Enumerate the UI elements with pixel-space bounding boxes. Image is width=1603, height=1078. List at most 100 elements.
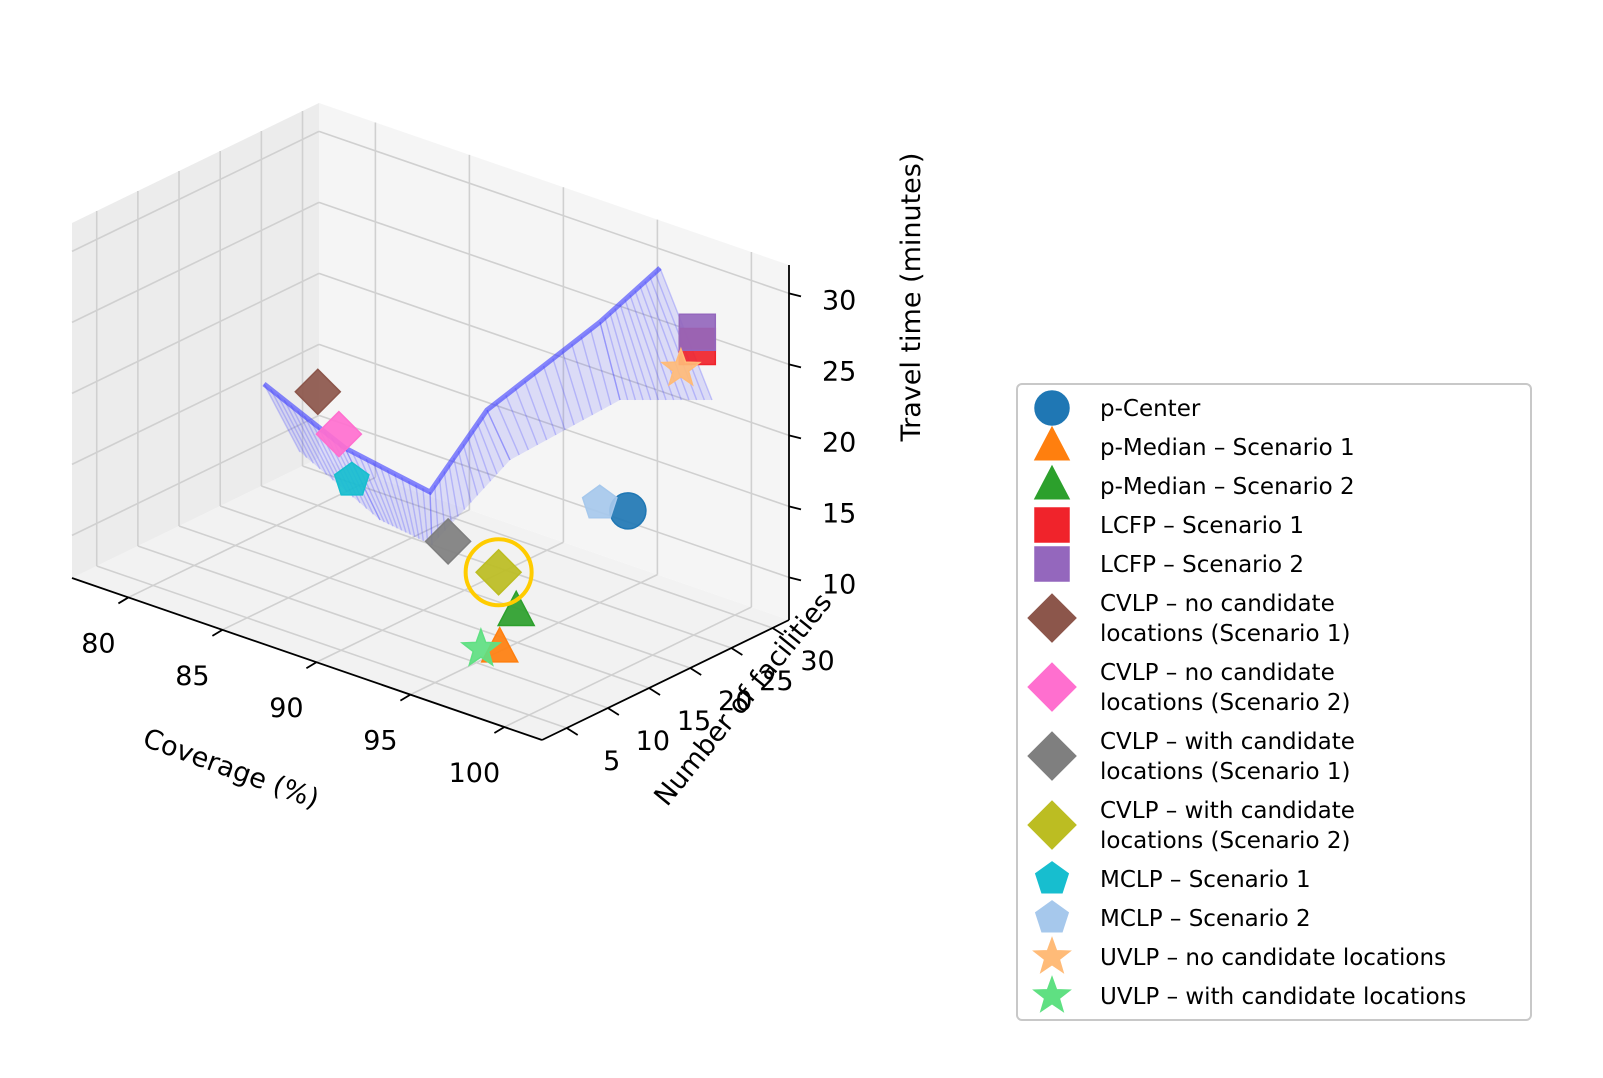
- legend-marker-p-median-scenario-1: [1033, 425, 1071, 461]
- z-tick: [788, 434, 802, 440]
- x-grid-floor: [222, 509, 470, 631]
- surface-hatch: [624, 299, 659, 401]
- y-tick: [730, 647, 743, 656]
- surface-hatch: [365, 458, 394, 527]
- surface-hatch: [276, 394, 314, 464]
- legend-label: locations (Scenario 2): [1100, 828, 1350, 854]
- legend-marker-uvlp-with-candidate-locations: [1032, 975, 1072, 1013]
- surface-hatch: [599, 321, 621, 401]
- x-tick-label: 80: [81, 628, 115, 659]
- y-grid-floor: [302, 465, 773, 629]
- y-tick: [689, 667, 702, 676]
- surface-hatch: [495, 402, 520, 456]
- legend-frame: [1016, 383, 1532, 1021]
- x-tick-label: 90: [269, 693, 303, 724]
- legend-marker-mclp-scenario-1: [1034, 861, 1070, 894]
- surface-hatch: [561, 351, 585, 421]
- back-pane: [319, 103, 789, 620]
- marker-cvlp-with-candidate-locations-scenario-1: [424, 517, 472, 565]
- z-grid-left: [71, 272, 320, 395]
- surface-hatch: [644, 281, 690, 401]
- surface-hatch: [283, 399, 321, 470]
- legend-marker-lcfp-scenario-2: [1034, 546, 1070, 582]
- surface-hatch: [614, 308, 644, 401]
- y-tick-label: 15: [677, 706, 711, 737]
- y-tick-label: 30: [800, 646, 834, 677]
- marker-cvlp-with-candidate-locations-scenario-2: [475, 548, 523, 596]
- y-tick: [648, 687, 661, 696]
- surface-hatch: [358, 455, 390, 525]
- x-tick-label: 100: [449, 758, 501, 789]
- surface-hatch: [542, 365, 566, 431]
- marker-cvlp-no-candidate-locations-scenario-1: [294, 368, 342, 416]
- y-tick-label: 5: [603, 746, 620, 777]
- legend-marker-lcfp-scenario-1: [1034, 507, 1070, 543]
- z-grid-left: [71, 201, 320, 324]
- y-tick-label: 10: [636, 726, 670, 757]
- surface-hatch: [524, 380, 548, 441]
- x-tick: [211, 629, 223, 637]
- legend-label: CVLP – with candidate: [1100, 798, 1355, 824]
- surface-hatch: [634, 290, 675, 401]
- legend-label: locations (Scenario 1): [1100, 759, 1350, 785]
- surface-hatch: [609, 312, 637, 401]
- legend-label: UVLP – with candidate locations: [1100, 984, 1466, 1010]
- surface-hatch: [290, 405, 328, 475]
- y-axis-line: [541, 619, 790, 741]
- x-tick: [399, 693, 411, 702]
- surface-hatch: [400, 477, 416, 537]
- surface-hatch: [408, 480, 420, 539]
- z-tick-label: 15: [822, 498, 856, 529]
- x-tick-label: 85: [175, 661, 209, 692]
- x-tick: [493, 726, 505, 734]
- y-tick: [607, 707, 620, 716]
- surface-hatch: [443, 471, 453, 524]
- legend-label: locations (Scenario 2): [1100, 690, 1350, 716]
- surface-hatch: [448, 464, 459, 517]
- surface-hatch: [481, 416, 505, 468]
- legend-marker-cvlp-no-candidate-locations-scenario-1: [1027, 593, 1077, 643]
- legend-marker-cvlp-with-candidate-locations-scenario-2: [1027, 800, 1077, 850]
- z-grid-left: [71, 343, 320, 466]
- surface-hatch: [571, 343, 594, 416]
- legend-label: UVLP – no candidate locations: [1100, 945, 1446, 971]
- y-grid-floor: [137, 545, 609, 709]
- surface-hatch: [453, 457, 466, 510]
- floor-pane: [72, 458, 789, 740]
- surface-hatch: [476, 423, 498, 475]
- highlight-ring: [463, 537, 534, 608]
- marker-cvlp-no-candidate-locations-scenario-2: [315, 410, 363, 458]
- surface-hatch: [467, 437, 485, 489]
- legend-label: CVLP – with candidate: [1100, 729, 1355, 755]
- z-tick: [788, 363, 802, 369]
- surface-hatch: [379, 466, 403, 531]
- z-grid-back: [318, 343, 790, 508]
- x-axis-title: Coverage (%): [139, 723, 323, 815]
- marker-uvlp-no-candidate-locations: [659, 346, 702, 387]
- legend-label: CVLP – no candidate: [1100, 660, 1335, 686]
- surface-hatch: [393, 473, 412, 535]
- surface-fill: [264, 268, 712, 545]
- surface-hatch: [599, 321, 621, 401]
- y-grid-floor: [96, 565, 567, 729]
- surface-hatch: [422, 488, 429, 543]
- legend-label: CVLP – no candidate: [1100, 591, 1335, 617]
- surface-hatch: [270, 389, 308, 458]
- surface-hatch: [619, 303, 652, 401]
- y-tick-label: 20: [718, 686, 752, 717]
- legend-marker-cvlp-with-candidate-locations-scenario-1: [1027, 731, 1077, 781]
- z-grid-back: [318, 272, 790, 437]
- z-tick-label: 25: [822, 356, 856, 387]
- surface-hatch: [386, 469, 407, 533]
- legend-marker-cvlp-no-candidate-locations-scenario-2: [1027, 662, 1077, 712]
- y-tick-label: 25: [759, 666, 793, 697]
- y-tick: [772, 627, 785, 636]
- z-tick: [788, 576, 802, 582]
- x-tick: [117, 596, 129, 605]
- surface-hatch: [462, 443, 479, 496]
- surface-hatch: [472, 430, 492, 482]
- surface-hatch: [415, 484, 425, 541]
- axis-lines: [71, 265, 790, 741]
